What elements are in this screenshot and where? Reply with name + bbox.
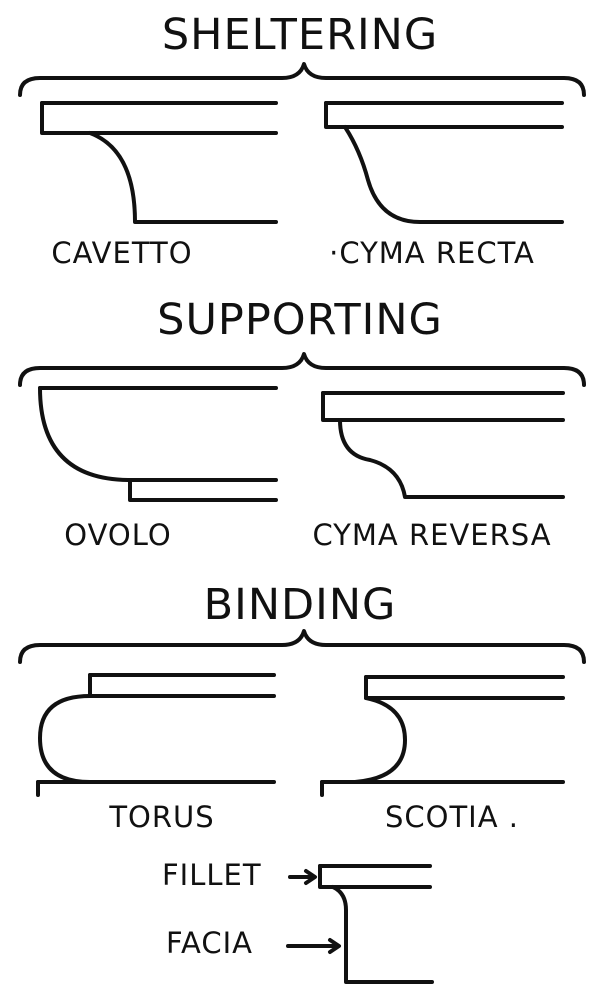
label-facia: FACIA [166,926,253,960]
heading-binding: BINDING [203,580,397,630]
fillet-facia-profile [318,864,434,984]
arrow-facia [286,938,341,954]
ovolo-profile [38,386,278,502]
heading-sheltering: SHELTERING [161,10,439,60]
brace-supporting [18,352,586,387]
brace-sheltering [18,62,586,97]
label-fillet: FILLET [162,858,262,892]
cyma-reversa-profile [321,391,565,499]
heading-supporting: SUPPORTING [157,295,443,345]
scotia-profile [320,675,565,797]
arrow-fillet [288,869,317,885]
label-ovolo: OVOLO [64,518,172,552]
cyma-recta-profile [324,101,564,224]
brace-binding [18,629,586,664]
cavetto-profile [40,101,278,224]
label-cyma-recta: ·CYMA RECTA [329,236,535,270]
label-cavetto: CAVETTO [51,236,193,270]
label-torus: TORUS [109,800,215,834]
label-scotia: SCOTIA . [384,800,520,834]
label-cyma-reversa: CYMA REVERSA [312,518,552,552]
torus-profile [36,673,276,797]
